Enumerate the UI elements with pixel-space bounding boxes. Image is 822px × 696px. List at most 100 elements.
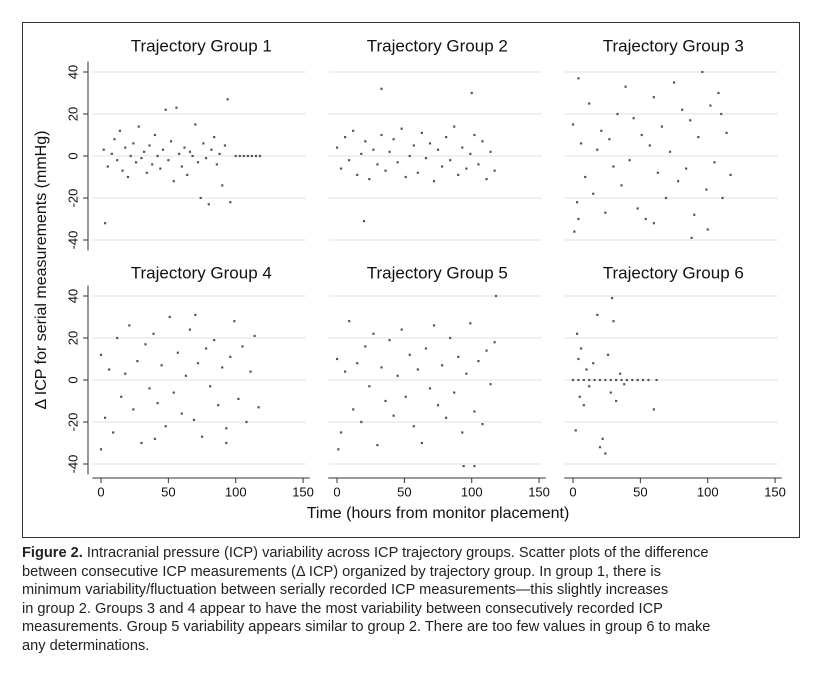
point xyxy=(440,165,444,168)
point xyxy=(493,169,496,172)
point xyxy=(180,165,183,168)
point xyxy=(644,217,647,221)
point xyxy=(180,412,183,415)
point xyxy=(364,140,367,143)
point xyxy=(625,378,629,382)
point xyxy=(242,154,245,158)
point xyxy=(416,171,419,174)
point xyxy=(720,112,723,116)
point xyxy=(608,138,611,141)
point xyxy=(156,402,159,405)
point xyxy=(693,213,696,216)
point xyxy=(388,339,391,342)
point xyxy=(116,336,119,340)
point xyxy=(110,152,113,155)
point xyxy=(473,133,476,137)
point xyxy=(213,339,216,342)
point xyxy=(461,146,464,149)
caption-line: any determinations. xyxy=(22,637,150,654)
point xyxy=(121,169,124,172)
point xyxy=(188,150,192,153)
y-axis-label: Δ ICP for serial measurements (mmHg) xyxy=(33,131,50,410)
y-tick-label: -40 xyxy=(65,231,80,250)
point xyxy=(103,416,107,419)
point xyxy=(344,136,347,139)
point xyxy=(690,236,693,239)
point xyxy=(168,315,171,319)
point xyxy=(225,441,228,445)
point xyxy=(253,334,256,337)
point xyxy=(582,404,585,407)
point xyxy=(112,431,115,434)
point xyxy=(481,423,484,426)
point xyxy=(188,328,192,331)
panel-title: Trajectory Group 2 xyxy=(367,36,508,55)
point xyxy=(238,154,241,158)
point xyxy=(221,184,224,187)
point xyxy=(368,385,371,388)
point xyxy=(424,157,428,160)
point xyxy=(172,391,175,394)
point xyxy=(209,385,212,388)
panel-title: Trajectory Group 1 xyxy=(131,36,272,55)
point xyxy=(571,123,575,126)
point xyxy=(465,167,468,170)
point xyxy=(159,167,162,170)
point xyxy=(721,196,724,200)
point xyxy=(372,332,375,335)
point xyxy=(647,378,650,382)
point xyxy=(396,161,399,164)
point xyxy=(660,125,664,128)
point xyxy=(246,154,249,158)
point xyxy=(624,85,627,88)
point xyxy=(701,70,704,74)
point xyxy=(153,133,157,137)
point xyxy=(124,146,127,149)
point xyxy=(194,313,197,316)
point xyxy=(234,154,237,158)
point xyxy=(245,420,248,424)
point xyxy=(204,157,208,160)
point xyxy=(575,201,579,204)
point xyxy=(465,372,468,375)
point xyxy=(194,123,197,126)
point xyxy=(136,360,139,363)
x-tick-label: 100 xyxy=(461,484,483,499)
point xyxy=(183,146,186,149)
point xyxy=(453,391,456,394)
point xyxy=(152,332,155,335)
point xyxy=(360,420,363,424)
point xyxy=(108,368,111,371)
point xyxy=(588,102,591,105)
point xyxy=(601,437,604,440)
point xyxy=(233,320,236,323)
point xyxy=(606,353,610,356)
caption-line: in group 2. Groups 3 and 4 appear to hav… xyxy=(22,600,663,617)
panel-title: Trajectory Group 5 xyxy=(367,263,508,282)
point xyxy=(652,96,655,99)
chart: Δ ICP for serial measurements (mmHg) Tim… xyxy=(22,22,800,538)
point xyxy=(360,152,363,155)
point xyxy=(249,370,252,373)
x-tick-label: 150 xyxy=(528,484,550,499)
point xyxy=(623,383,626,386)
point xyxy=(489,150,492,153)
point xyxy=(473,465,476,468)
point xyxy=(148,387,151,390)
point xyxy=(578,395,581,398)
point xyxy=(128,324,131,327)
point xyxy=(596,148,599,151)
point xyxy=(481,140,484,143)
point xyxy=(372,148,375,151)
point xyxy=(134,161,138,164)
caption: Figure 2. Intracranial pressure (ICP) va… xyxy=(22,544,812,656)
point xyxy=(169,140,173,143)
x-tick-label: 150 xyxy=(764,484,786,499)
point xyxy=(632,117,635,120)
y-tick-label: 40 xyxy=(65,289,80,303)
y-tick-label: -20 xyxy=(65,189,80,208)
point xyxy=(577,357,580,361)
point xyxy=(574,429,577,432)
point xyxy=(725,131,728,134)
point xyxy=(113,138,116,141)
